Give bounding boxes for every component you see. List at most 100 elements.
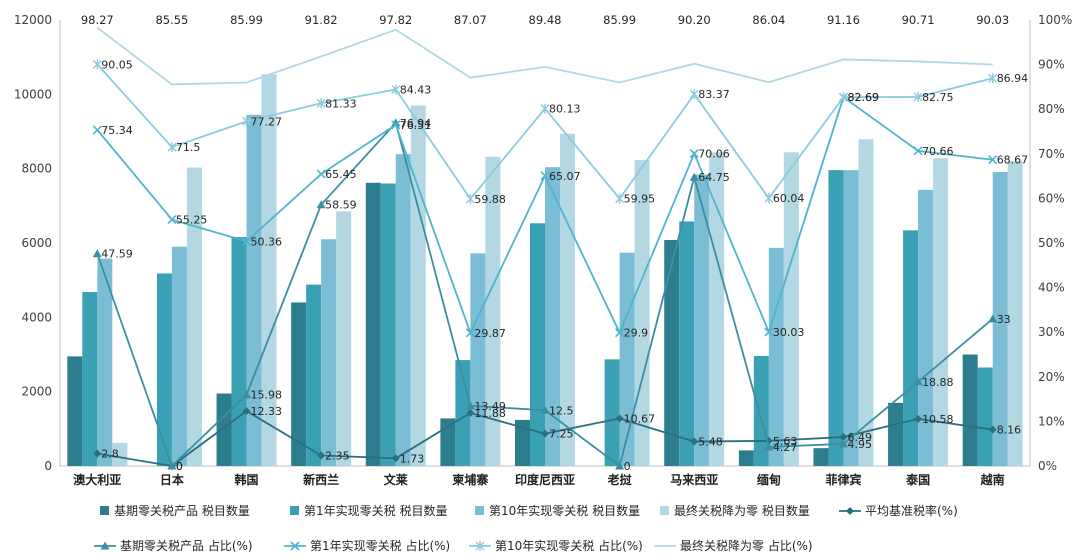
- bar-3: [97, 258, 113, 466]
- point-triangle: [465, 401, 475, 410]
- point-triangle: [689, 172, 699, 181]
- data-label: 81.33: [325, 97, 357, 110]
- point-diamond: [242, 407, 251, 416]
- data-label: 82.69: [847, 91, 879, 104]
- bar-2: [231, 237, 247, 466]
- x-category-label: 澳大利亚: [73, 472, 121, 487]
- legend-marker: [475, 541, 485, 551]
- legend: 基期零关税产品 税目数量 第1年实现零关税 税目数量 第10年实现零关税 税目数量最…: [94, 503, 958, 553]
- x-category-label: 日本: [160, 472, 184, 487]
- data-label: 2.8: [101, 448, 119, 461]
- y-tick-label-right: 80%: [1038, 102, 1065, 116]
- x-category-label: 印度尼西亚: [515, 472, 575, 487]
- data-label: 0: [176, 460, 183, 473]
- legend-label: 第10年实现零关税 占比(%): [495, 538, 643, 553]
- data-label: 5.48: [698, 436, 723, 449]
- bar-4: [1007, 161, 1023, 466]
- x-category-label: 老挝: [608, 472, 633, 487]
- bar-4: [261, 74, 277, 466]
- data-label: 64.75: [698, 171, 730, 184]
- bar-1: [888, 402, 904, 466]
- bar-1: [664, 240, 680, 466]
- data-label: 80.13: [549, 103, 581, 116]
- data-label: 30.03: [773, 326, 805, 339]
- point-star: [689, 89, 699, 100]
- data-label: 97.82: [379, 13, 412, 27]
- y-tick-label-left: 8000: [21, 162, 52, 176]
- x-category-label: 泰国: [905, 472, 930, 487]
- legend-label: 第1年实现零关税 占比(%): [310, 538, 450, 553]
- data-label: 2.35: [325, 450, 350, 463]
- bar-1: [67, 356, 83, 466]
- data-label: 8.16: [997, 424, 1022, 437]
- data-label: 4.27: [773, 441, 798, 454]
- legend-swatch: [475, 506, 484, 515]
- legend-label: 第10年实现零关税 税目数量: [489, 503, 640, 518]
- x-category-label: 柬埔寨: [451, 472, 488, 487]
- bar-2: [530, 223, 545, 466]
- point-star: [92, 59, 102, 70]
- point-star: [913, 91, 923, 102]
- bar-3: [843, 170, 859, 467]
- legend-marker: [846, 507, 854, 515]
- y-tick-label-left: 12000: [14, 13, 52, 27]
- data-label: 59.88: [474, 193, 506, 206]
- point-triangle: [838, 439, 848, 448]
- y-tick-label-right: 50%: [1038, 236, 1065, 250]
- bar-2: [156, 273, 172, 466]
- x-category-label: 新西兰: [303, 472, 339, 487]
- point-triangle: [92, 249, 102, 258]
- point-x: [913, 146, 923, 156]
- bar-1: [813, 448, 829, 466]
- x-category-label: 缅甸: [757, 472, 781, 487]
- bar-3: [918, 189, 934, 466]
- point-star: [764, 193, 774, 204]
- data-label: 65.07: [549, 170, 581, 183]
- point-x: [316, 169, 326, 179]
- data-label: 90.71: [902, 13, 935, 27]
- data-label: 12.5: [549, 404, 574, 417]
- axes: 0 2000 4000 6000 8000 10000 12000 0% 10% 20% 30% 40…: [14, 13, 1073, 487]
- bar-3: [171, 246, 187, 466]
- data-label: 4.95: [847, 438, 872, 451]
- data-label: 65.45: [325, 168, 357, 181]
- bar-4: [112, 442, 128, 466]
- point-diamond: [541, 429, 549, 438]
- legend-label: 基期零关税产品 占比(%): [120, 538, 253, 553]
- data-label: 12.33: [251, 405, 282, 418]
- legend-label: 最终关税降为零 税目数量: [674, 503, 810, 518]
- data-label: 77.27: [251, 115, 282, 128]
- x-category-label: 马来西亚: [670, 472, 718, 487]
- bar-1: [216, 393, 232, 466]
- y-tick-label-right: 30%: [1038, 325, 1065, 339]
- point-diamond: [615, 414, 624, 423]
- point-star: [316, 98, 326, 109]
- data-label: 29.87: [474, 327, 506, 340]
- legend-label: 基期零关税产品 税目数量: [114, 503, 250, 518]
- x-category-label: 菲律宾: [825, 472, 861, 487]
- bar-3: [395, 154, 411, 466]
- bar-3: [545, 167, 560, 466]
- bar-4: [336, 211, 352, 466]
- point-triangle: [540, 405, 550, 414]
- bar-4: [186, 167, 202, 466]
- line-5: [96, 26, 993, 86]
- point-triangle: [167, 461, 177, 470]
- y-tick-label-left: 0: [44, 459, 52, 473]
- point-x: [167, 215, 177, 225]
- data-label: 5.63: [773, 435, 798, 448]
- point-star: [391, 84, 401, 95]
- y-tick-label-right: 100%: [1038, 13, 1072, 27]
- data-label: 87.07: [454, 13, 487, 27]
- bar-4: [783, 152, 799, 466]
- bar-4: [410, 105, 426, 466]
- x-category-label: 文莱: [384, 472, 408, 487]
- data-label: 85.55: [155, 13, 188, 27]
- data-label: 47.59: [101, 248, 133, 261]
- point-triangle: [764, 442, 774, 451]
- y-tick-label-right: 90%: [1038, 58, 1065, 72]
- data-label: 84.43: [400, 83, 432, 96]
- point-star: [465, 193, 475, 204]
- point-star: [242, 116, 252, 127]
